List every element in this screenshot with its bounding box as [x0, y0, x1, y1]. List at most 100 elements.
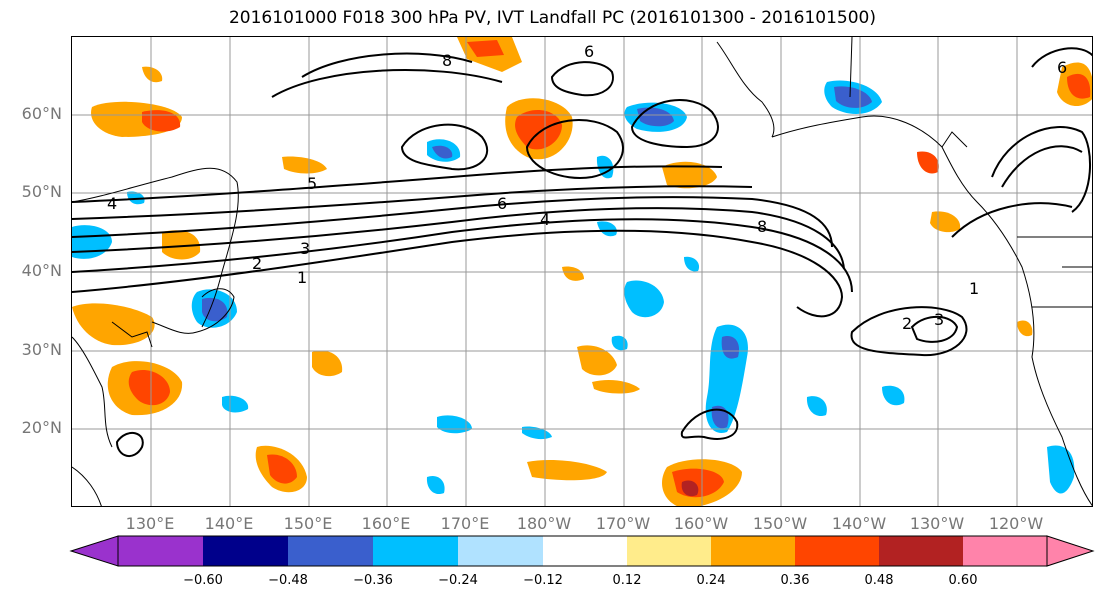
anomaly-patch: [515, 110, 562, 150]
contour-label: 8: [442, 51, 452, 70]
anomaly-patch: [882, 385, 905, 406]
colorbar-bin: [458, 536, 543, 566]
anomaly-patch: [624, 280, 664, 318]
contour-label: 2: [252, 254, 262, 273]
anomaly-patch: [128, 369, 170, 406]
anomaly-patch: [1067, 73, 1091, 99]
anomaly-patch: [437, 415, 472, 434]
anomaly-patch: [562, 266, 584, 281]
anomaly-patch: [806, 396, 827, 417]
negative-anomaly-shading: [72, 80, 1075, 495]
anomaly-patch: [72, 303, 155, 346]
colorbar-bin: [203, 536, 288, 566]
lon-label-160w: 160°W: [673, 514, 729, 533]
anomaly-patch: [162, 230, 201, 260]
colorbar-extend-max: [1046, 535, 1095, 567]
anomaly-patch: [834, 86, 872, 108]
anomaly-patch: [917, 151, 939, 174]
colorbar-bin: [288, 536, 373, 566]
lat-label-50n: 50°N: [21, 182, 62, 201]
lon-label-140w: 140°W: [831, 514, 887, 533]
anomaly-patch: [597, 221, 617, 237]
contour-label: 5: [307, 174, 317, 193]
coastlines: [72, 37, 1092, 506]
colorbar-tick: 0.60: [948, 573, 978, 588]
contour-label: 3: [300, 239, 310, 258]
colorbar-outline: [117, 535, 1048, 567]
contour-label: 4: [540, 210, 550, 229]
anomaly-patch: [637, 107, 674, 127]
colorbar-bin: [963, 536, 1047, 566]
colorbar-tick: 0.24: [696, 573, 726, 588]
lat-label-40n: 40°N: [21, 261, 62, 280]
anomaly-patch: [684, 256, 700, 272]
lon-label-170w: 170°W: [595, 514, 651, 533]
lat-label-30n: 30°N: [21, 340, 62, 359]
contour-label: 4: [107, 194, 117, 213]
contour-label: 6: [584, 42, 594, 61]
anomaly-patch: [930, 211, 961, 233]
colorbar-bin: [879, 536, 963, 566]
anomaly-patch: [222, 395, 249, 413]
anomaly-patch: [681, 480, 699, 497]
lon-label-150e: 150°E: [283, 514, 333, 533]
anomaly-patch: [522, 426, 552, 440]
lon-label-170e: 170°E: [440, 514, 490, 533]
anomaly-patch: [142, 66, 163, 83]
colorbar-tick: −0.48: [268, 573, 308, 588]
anomaly-patch: [592, 379, 640, 394]
colorbar-tick: −0.60: [183, 573, 223, 588]
colorbar-tick: 0.48: [864, 573, 894, 588]
colorbar-tick: 0.36: [780, 573, 810, 588]
positive-anomaly-shading: [72, 37, 1092, 506]
anomaly-patch: [312, 350, 343, 377]
lon-label-150w: 150°W: [752, 514, 808, 533]
contour-label: 6: [497, 194, 507, 213]
colorbar-bin: [627, 536, 711, 566]
contour-label: 2: [902, 314, 912, 333]
map-title: 2016101000 F018 300 hPa PV, IVT Landfall…: [228, 8, 876, 28]
anomaly-patch: [282, 156, 327, 174]
map-canvas: 1 2 3 4 6 8 5 6 4 1 3 2 6 8: [72, 37, 1092, 506]
colorbar-bin: [543, 536, 627, 566]
colorbar-tick: 0.12: [612, 573, 642, 588]
anomaly-patch: [721, 336, 740, 359]
anomaly-patch: [202, 297, 228, 322]
anomaly-patch: [1017, 320, 1033, 337]
lat-label-60n: 60°N: [21, 104, 62, 123]
lon-label-180w: 180°W: [516, 514, 572, 533]
anomaly-patch: [611, 335, 628, 351]
contour-label: 1: [297, 268, 307, 287]
colorbar-bin: [795, 536, 879, 566]
anomaly-patch: [72, 225, 112, 259]
colorbar-bin: [118, 536, 203, 566]
graticule: [72, 37, 1092, 506]
colorbar-bin: [373, 536, 458, 566]
contour-label: 6: [1057, 58, 1067, 77]
lon-label-120w: 120°W: [988, 514, 1044, 533]
anomaly-patch: [1047, 445, 1075, 494]
colorbar-tick: −0.12: [523, 573, 563, 588]
contour-label: 1: [969, 279, 979, 298]
lon-label-130w: 130°W: [909, 514, 965, 533]
anomaly-patch: [267, 454, 297, 484]
lon-label-160e: 160°E: [361, 514, 411, 533]
contour-label: 3: [934, 310, 944, 329]
pv-contours: [72, 47, 1092, 457]
contour-label: 8: [757, 217, 767, 236]
colorbar-bin: [711, 536, 795, 566]
lon-label-140e: 140°E: [204, 514, 254, 533]
colorbar-tick: −0.36: [353, 573, 393, 588]
map-panel: 1 2 3 4 6 8 5 6 4 1 3 2 6 8: [71, 36, 1093, 507]
anomaly-patch: [432, 145, 453, 159]
colorbar: [69, 535, 1095, 567]
anomaly-patch: [662, 161, 717, 189]
anomaly-patch: [127, 191, 145, 205]
anomaly-patch: [467, 40, 504, 57]
colorbar-extend-min: [69, 535, 119, 567]
lat-label-20n: 20°N: [21, 418, 62, 437]
anomaly-patch: [527, 460, 607, 481]
anomaly-patch: [426, 475, 445, 495]
contour-label-group: 1 2 3 4 6 8 5 6 4 1 3 2 6 8: [107, 42, 1067, 333]
colorbar-tick: −0.24: [438, 573, 478, 588]
